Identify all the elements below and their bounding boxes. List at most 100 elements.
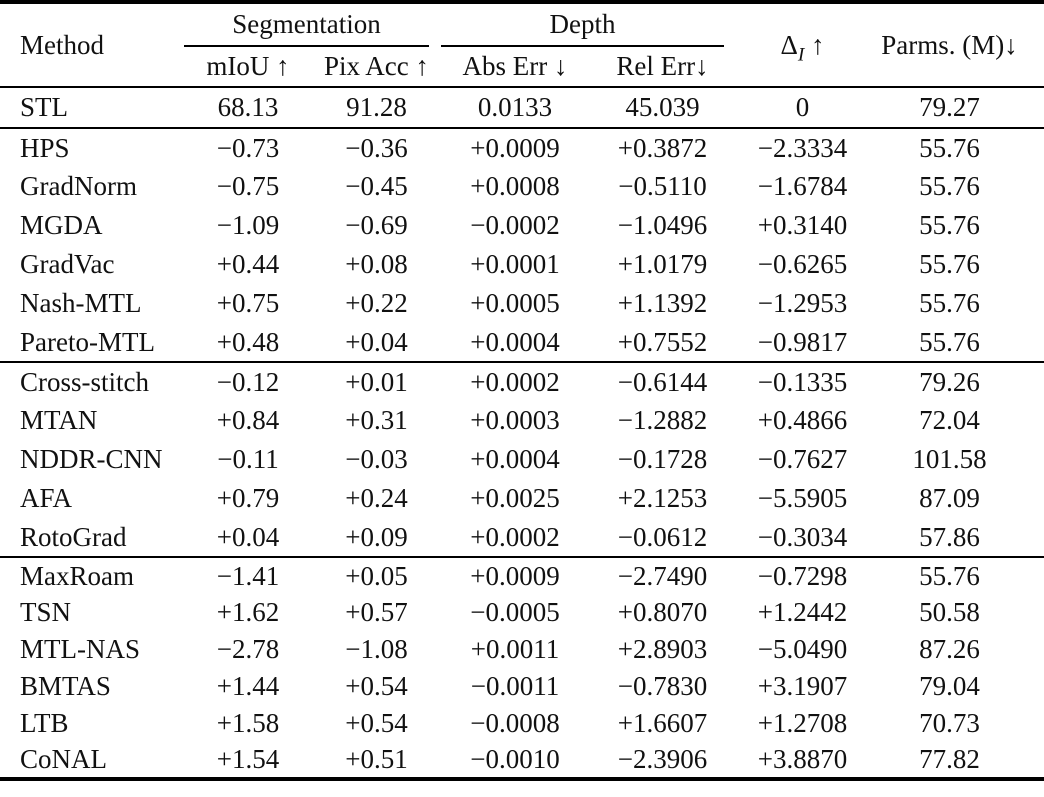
method-name: AFA	[20, 483, 73, 513]
cell-delta: −5.0490	[757, 634, 848, 664]
cell-pixacc: +0.51	[345, 744, 408, 774]
cell-relerr: −0.1728	[617, 444, 708, 474]
cell-pixacc: −0.36	[345, 132, 408, 163]
cell-delta: +1.2442	[757, 597, 848, 627]
cell-pixacc: −0.45	[345, 171, 408, 201]
cell-pixacc: −1.08	[345, 634, 408, 664]
cell-miou: +0.48	[216, 326, 280, 357]
table-row: Nash-MTL +0.75 +0.22 +0.0005 +1.1392 −1.…	[0, 284, 1044, 323]
cell-delta: −0.9817	[757, 326, 848, 357]
nas-methods-section: MaxRoam −1.41 +0.05 +0.0009 −2.7490 −0.7…	[0, 557, 1044, 779]
header-sub-row: mIoU ↑ Pix Acc ↑ Abs Err ↓ Rel Err↓	[0, 47, 1044, 87]
cell-delta: −5.5905	[757, 483, 848, 513]
table-row: HPS −0.73 −0.36 +0.0009 +0.3872 −2.3334 …	[0, 128, 1044, 167]
method-name: LTB	[20, 708, 69, 738]
cell-relerr: +0.7552	[617, 326, 708, 357]
cell-delta: +3.1907	[757, 671, 848, 701]
method-name: Cross-stitch	[20, 366, 150, 397]
cell-pixacc: +0.08	[345, 249, 408, 279]
header-group-row: Method Segmentation Depth ΔI ↑ Parms. (M…	[0, 2, 1044, 64]
cell-miou: −0.73	[216, 132, 280, 163]
cell-delta: −0.7627	[757, 444, 848, 474]
cell-relerr: −1.2882	[617, 405, 708, 435]
cell-relerr: −0.7830	[617, 671, 708, 701]
table-row: LTB +1.58 +0.54 −0.0008 +1.6607 +1.2708 …	[0, 705, 1044, 742]
cell-abserr: −0.0011	[470, 671, 560, 701]
table-row: BMTAS +1.44 +0.54 −0.0011 −0.7830 +3.190…	[0, 668, 1044, 705]
cell-abserr: +0.0004	[470, 444, 560, 474]
table-row: Cross-stitch −0.12 +0.01 +0.0002 −0.6144…	[0, 362, 1044, 401]
column-header-parms: Parms. (M)↓	[881, 29, 1018, 60]
cell-abserr: 0.0133	[477, 92, 553, 122]
cell-parms: 50.58	[919, 597, 980, 627]
cell-miou: −2.78	[216, 634, 280, 664]
table-row: CoNAL +1.54 +0.51 −0.0010 −2.3906 +3.887…	[0, 742, 1044, 779]
method-name: STL	[20, 92, 69, 122]
cell-relerr: −0.6144	[617, 366, 708, 397]
cell-delta: −2.3334	[757, 132, 848, 163]
cell-miou: +1.54	[216, 744, 280, 774]
cell-relerr: −0.5110	[618, 171, 707, 201]
cell-parms: 55.76	[919, 560, 980, 591]
cell-abserr: −0.0010	[470, 744, 560, 774]
column-group-depth: Depth	[435, 2, 730, 47]
cell-relerr: +2.8903	[617, 634, 708, 664]
method-name: GradNorm	[20, 171, 137, 201]
table-row: TSN +1.62 +0.57 −0.0005 +0.8070 +1.2442 …	[0, 594, 1044, 631]
cell-pixacc: 91.28	[346, 92, 407, 122]
cell-parms: 55.76	[919, 132, 980, 163]
column-header-delta: ΔI ↑	[730, 2, 875, 87]
cell-relerr: −2.3906	[617, 744, 708, 774]
cell-abserr: +0.0002	[470, 521, 560, 552]
cell-miou: +0.04	[216, 521, 280, 552]
cell-miou: +0.79	[216, 483, 280, 513]
up-arrow-icon: ↑	[811, 29, 825, 60]
cell-parms: 101.58	[912, 444, 987, 474]
cell-parms: 55.76	[919, 210, 980, 240]
cell-parms: 77.82	[919, 744, 980, 774]
cell-pixacc: +0.54	[345, 671, 408, 701]
results-table: Method Segmentation Depth ΔI ↑ Parms. (M…	[0, 0, 1044, 781]
cell-parms: 55.76	[919, 249, 980, 279]
cell-pixacc: −0.03	[345, 444, 408, 474]
method-name: CoNAL	[20, 744, 107, 774]
cell-relerr: +1.6607	[617, 708, 708, 738]
table-row: Pareto-MTL +0.48 +0.04 +0.0004 +0.7552 −…	[0, 323, 1044, 362]
cell-parms: 87.26	[919, 634, 980, 664]
column-header-pixacc: Pix Acc ↑	[324, 51, 429, 81]
cell-delta: +1.2708	[757, 708, 848, 738]
optimization-methods-section: HPS −0.73 −0.36 +0.0009 +0.3872 −2.3334 …	[0, 128, 1044, 362]
cell-abserr: +0.0011	[470, 634, 560, 664]
cell-relerr: +0.8070	[617, 597, 708, 627]
cell-abserr: −0.0002	[470, 210, 560, 240]
cell-abserr: −0.0008	[470, 708, 560, 738]
cell-relerr: +0.3872	[617, 132, 708, 163]
table-row: MTAN +0.84 +0.31 +0.0003 −1.2882 +0.4866…	[0, 401, 1044, 440]
cell-relerr: −2.7490	[617, 560, 708, 591]
cell-parms: 55.76	[919, 326, 980, 357]
method-name: RotoGrad	[20, 521, 127, 552]
table-row: GradNorm −0.75 −0.45 +0.0008 −0.5110 −1.…	[0, 167, 1044, 206]
table-row: NDDR-CNN −0.11 −0.03 +0.0004 −0.1728 −0.…	[0, 440, 1044, 479]
cell-delta: −0.6265	[757, 249, 848, 279]
method-name: TSN	[20, 597, 72, 627]
cell-pixacc: −0.69	[345, 210, 408, 240]
cell-abserr: +0.0002	[470, 366, 560, 397]
cell-abserr: +0.0001	[470, 249, 560, 279]
cell-pixacc: +0.01	[345, 366, 408, 397]
cell-pixacc: +0.22	[345, 288, 408, 318]
cell-pixacc: +0.09	[345, 521, 408, 552]
cell-delta: +0.4866	[757, 405, 848, 435]
cell-miou: +1.62	[216, 597, 280, 627]
method-name: HPS	[20, 132, 70, 163]
cell-miou: −0.12	[216, 366, 280, 397]
cell-delta: +0.3140	[757, 210, 848, 240]
method-name: Pareto-MTL	[20, 326, 155, 357]
cell-miou: 68.13	[217, 92, 279, 122]
cell-relerr: +1.0179	[617, 249, 708, 279]
cell-abserr: +0.0009	[470, 560, 560, 591]
table-row: GradVac +0.44 +0.08 +0.0001 +1.0179 −0.6…	[0, 245, 1044, 284]
cell-delta: −0.3034	[757, 521, 848, 552]
cell-abserr: +0.0025	[470, 483, 560, 513]
cell-abserr: +0.0004	[470, 326, 560, 357]
